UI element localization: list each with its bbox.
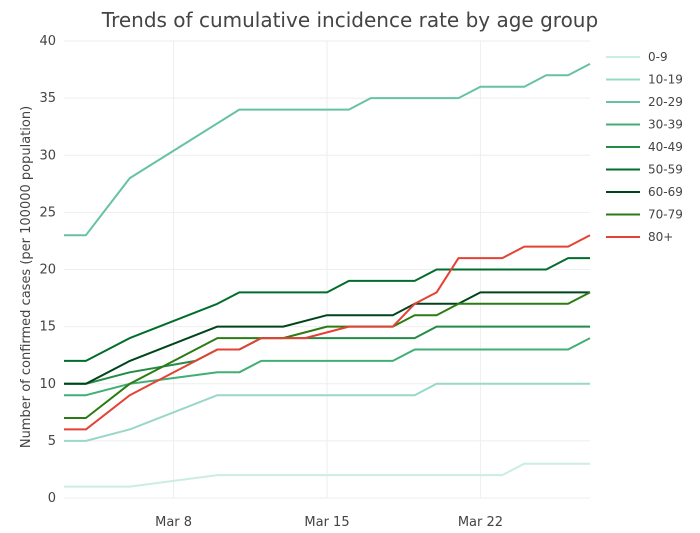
legend-item[interactable]: 20-29 <box>606 95 683 109</box>
legend-item[interactable]: 40-49 <box>606 140 683 154</box>
legend-label: 40-49 <box>648 140 683 154</box>
chart-title: Trends of cumulative incidence rate by a… <box>101 8 598 32</box>
y-tick-label: 10 <box>39 377 56 392</box>
legend-item[interactable]: 50-59 <box>606 163 683 177</box>
series-line-50-59 <box>64 257 590 362</box>
legend-item[interactable]: 80+ <box>606 230 673 244</box>
series-line-20-29 <box>64 63 591 237</box>
legend-item[interactable]: 60-69 <box>606 185 683 199</box>
y-tick-label: 20 <box>39 263 56 278</box>
y-tick-label: 15 <box>39 320 56 335</box>
x-tick-label: Mar 15 <box>304 515 349 530</box>
y-axis-ticks: 0 5 10 15 20 25 30 35 40 <box>39 34 56 506</box>
y-tick-label: 30 <box>39 148 56 163</box>
legend-label: 70-79 <box>648 208 683 222</box>
series-line-80+ <box>64 234 591 431</box>
series-line-10-19 <box>64 382 590 442</box>
legend-label: 30-39 <box>648 118 683 132</box>
x-tick-label: Mar 8 <box>155 515 192 530</box>
y-tick-label: 0 <box>48 491 56 506</box>
x-axis-ticks: Mar 8 Mar 15 Mar 22 <box>155 515 503 530</box>
legend-label: 60-69 <box>648 185 683 199</box>
legend-label: 0-9 <box>648 50 668 64</box>
y-tick-label: 5 <box>48 434 56 449</box>
legend-label: 10-19 <box>648 73 683 87</box>
legend[interactable]: 0-9 10-19 20-29 30-39 40-49 50-59 60-69 70-79 80… <box>606 50 683 244</box>
x-tick-label: Mar 22 <box>458 515 503 530</box>
series-line-60-69 <box>64 291 590 385</box>
series-line-0-9 <box>64 462 590 488</box>
y-tick-label: 35 <box>39 91 56 106</box>
legend-item[interactable]: 30-39 <box>606 118 683 132</box>
series-line-30-39 <box>64 337 591 397</box>
legend-item[interactable]: 70-79 <box>606 208 683 222</box>
y-tick-label: 25 <box>39 205 56 220</box>
plot-area <box>64 63 591 488</box>
legend-label: 80+ <box>648 230 673 244</box>
legend-item[interactable]: 0-9 <box>606 50 668 64</box>
legend-item[interactable]: 10-19 <box>606 73 683 87</box>
y-tick-label: 40 <box>39 34 56 49</box>
y-axis-title: Number of confirmed cases (per 100000 po… <box>19 106 34 448</box>
legend-label: 20-29 <box>648 95 683 109</box>
legend-label: 50-59 <box>648 163 683 177</box>
